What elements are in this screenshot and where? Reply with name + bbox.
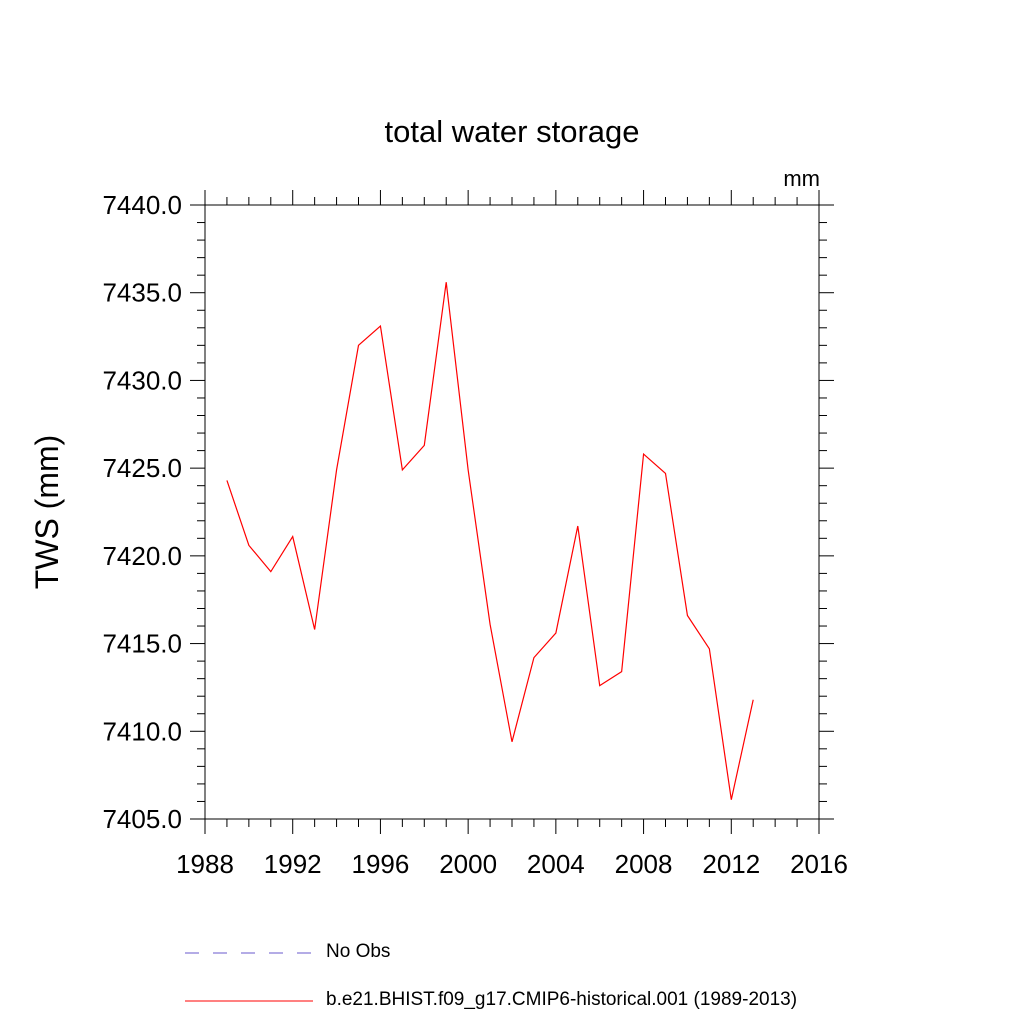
axis-ticks <box>190 190 834 834</box>
legend <box>185 952 313 1002</box>
x-tick-label: 1996 <box>352 849 410 879</box>
y-tick-label: 7410.0 <box>102 716 182 746</box>
x-tick-label: 2008 <box>615 849 673 879</box>
y-tick-label: 7430.0 <box>102 365 182 395</box>
units-label: mm <box>783 166 820 191</box>
y-tick-label: 7420.0 <box>102 541 182 571</box>
x-tick-label: 1988 <box>176 849 234 879</box>
plot-frame <box>204 204 820 820</box>
y-tick-label: 7425.0 <box>102 453 182 483</box>
y-axis-label: TWS (mm) <box>29 435 65 590</box>
y-tick-label: 7415.0 <box>102 629 182 659</box>
y-tick-label: 7405.0 <box>102 804 182 834</box>
x-tick-label: 1992 <box>264 849 322 879</box>
chart-title: total water storage <box>384 114 639 149</box>
x-tick-label: 2000 <box>439 849 497 879</box>
x-tick-label: 2016 <box>790 849 848 879</box>
data-series <box>226 282 754 800</box>
y-tick-label: 7440.0 <box>102 190 182 220</box>
legend-model-label: b.e21.BHIST.f09_g17.CMIP6-historical.001… <box>326 989 798 1010</box>
tick-labels: 1988 1992 1996 2000 2004 2008 2012 2016 7405.0 74… <box>102 190 847 879</box>
series-line-model <box>226 282 754 800</box>
x-tick-label: 2004 <box>527 849 585 879</box>
x-tick-label: 2012 <box>702 849 760 879</box>
y-tick-label: 7435.0 <box>102 278 182 308</box>
legend-no-obs-label: No Obs <box>326 941 391 962</box>
